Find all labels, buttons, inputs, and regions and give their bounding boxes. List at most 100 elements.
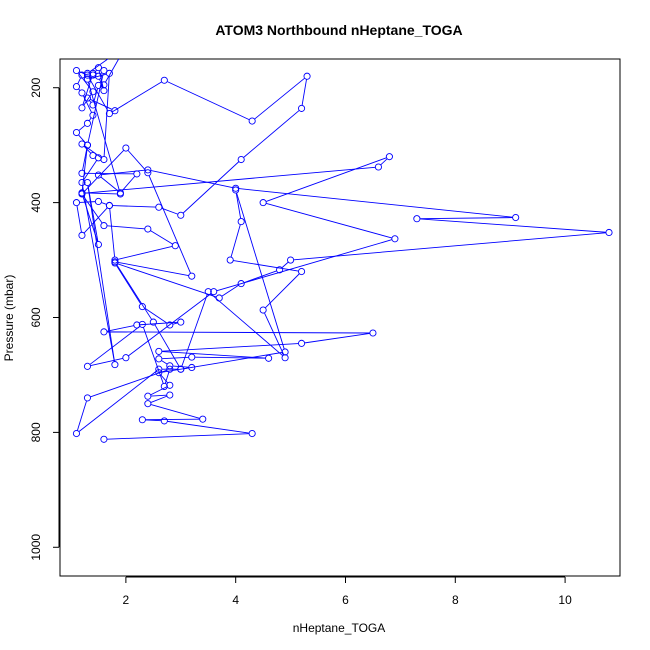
series-line-segment bbox=[233, 260, 299, 272]
series-line-segment bbox=[107, 225, 145, 230]
series-line-segment bbox=[164, 372, 170, 384]
data-point bbox=[133, 170, 141, 178]
data-point bbox=[78, 140, 86, 148]
data-point bbox=[83, 394, 92, 402]
data-point bbox=[72, 128, 81, 137]
series-line-segment bbox=[162, 343, 299, 352]
series-line-segment bbox=[301, 79, 307, 106]
data-point bbox=[105, 69, 113, 77]
data-point bbox=[111, 258, 119, 266]
data-point bbox=[94, 171, 102, 179]
data-point bbox=[100, 328, 108, 336]
data-point bbox=[89, 151, 97, 160]
data-point bbox=[138, 320, 146, 328]
data-point bbox=[281, 348, 289, 356]
data-point bbox=[248, 117, 256, 125]
y-tick-label: 800 bbox=[29, 422, 43, 442]
series-line-segment bbox=[87, 82, 120, 191]
data-point bbox=[94, 72, 102, 80]
series-line-segment bbox=[265, 273, 300, 309]
series-line-segment bbox=[162, 351, 266, 359]
data-point bbox=[133, 321, 141, 329]
data-point bbox=[105, 201, 113, 210]
series-line-segment bbox=[78, 125, 86, 131]
series-line-segment bbox=[103, 76, 110, 157]
data-point bbox=[72, 83, 81, 91]
data-point bbox=[89, 101, 97, 109]
series-line-segment bbox=[148, 175, 191, 274]
data-point bbox=[144, 400, 152, 408]
series-line-segment bbox=[112, 205, 156, 208]
series-line-segment bbox=[111, 81, 162, 113]
series-line-segment bbox=[172, 322, 178, 325]
series-line-segment bbox=[90, 369, 167, 398]
series-group bbox=[72, 59, 613, 443]
series-line-segment bbox=[151, 394, 167, 397]
series-line-segment bbox=[118, 261, 189, 276]
series-line-segment bbox=[254, 77, 305, 120]
y-axis-label: Pressure (mbar) bbox=[2, 275, 16, 362]
series-line-segment bbox=[161, 207, 178, 215]
data-point bbox=[259, 199, 267, 207]
series-line-segment bbox=[85, 192, 118, 195]
data-point bbox=[111, 361, 119, 369]
series-line-segment bbox=[107, 433, 249, 440]
data-point bbox=[72, 429, 81, 438]
series-line-segment bbox=[101, 202, 107, 205]
series-line-segment bbox=[87, 185, 115, 362]
x-axis-label: nHeptane_TOGA bbox=[293, 621, 386, 635]
data-point bbox=[276, 266, 284, 274]
series-line-segment bbox=[221, 285, 239, 297]
data-point bbox=[237, 218, 245, 226]
series-line-segment bbox=[90, 357, 123, 367]
data-point bbox=[188, 353, 196, 361]
series-line-segment bbox=[182, 161, 240, 214]
data-point bbox=[83, 69, 92, 77]
x-axis: 2 4 6 8 10 bbox=[123, 576, 572, 607]
data-point bbox=[166, 321, 174, 329]
data-point bbox=[105, 110, 113, 118]
data-point bbox=[94, 81, 102, 89]
series-line-segment bbox=[85, 166, 376, 194]
data-point bbox=[89, 111, 97, 119]
series-line-segment bbox=[167, 420, 249, 434]
data-point bbox=[298, 267, 306, 276]
series-line-segment bbox=[420, 218, 606, 233]
data-point bbox=[144, 392, 152, 400]
series-line-segment bbox=[380, 158, 388, 166]
data-point bbox=[94, 197, 102, 206]
series-line-segment bbox=[78, 88, 81, 91]
data-point bbox=[303, 72, 311, 80]
series-line-segment bbox=[117, 263, 217, 298]
x-tick-label: 8 bbox=[452, 593, 459, 607]
series-line-segment bbox=[160, 374, 168, 384]
data-point bbox=[374, 163, 382, 171]
series-line-segment bbox=[116, 264, 152, 320]
series-line-segment bbox=[181, 294, 208, 367]
series-line-segment bbox=[238, 188, 513, 218]
data-point bbox=[155, 355, 163, 363]
data-point bbox=[122, 354, 130, 362]
series-line-segment bbox=[150, 170, 233, 189]
x-tick-label: 6 bbox=[342, 593, 349, 607]
data-point bbox=[226, 256, 234, 264]
data-point bbox=[413, 215, 421, 223]
data-point bbox=[100, 81, 108, 89]
series-line-segment bbox=[100, 176, 119, 192]
data-point bbox=[160, 382, 168, 390]
data-point bbox=[83, 178, 92, 187]
x-tick-label: 4 bbox=[232, 593, 239, 607]
plot-frame bbox=[59, 58, 621, 577]
data-point bbox=[605, 228, 613, 237]
series-line-segment bbox=[89, 100, 92, 103]
series-line-segment bbox=[88, 117, 92, 121]
x-tick-label: 2 bbox=[123, 593, 130, 607]
series-line-segment bbox=[150, 386, 168, 396]
series-line-segment bbox=[82, 148, 88, 171]
series-line-segment bbox=[85, 172, 134, 175]
data-point bbox=[204, 288, 212, 296]
data-point bbox=[100, 66, 108, 75]
data-point bbox=[385, 153, 393, 161]
data-point bbox=[138, 303, 146, 311]
